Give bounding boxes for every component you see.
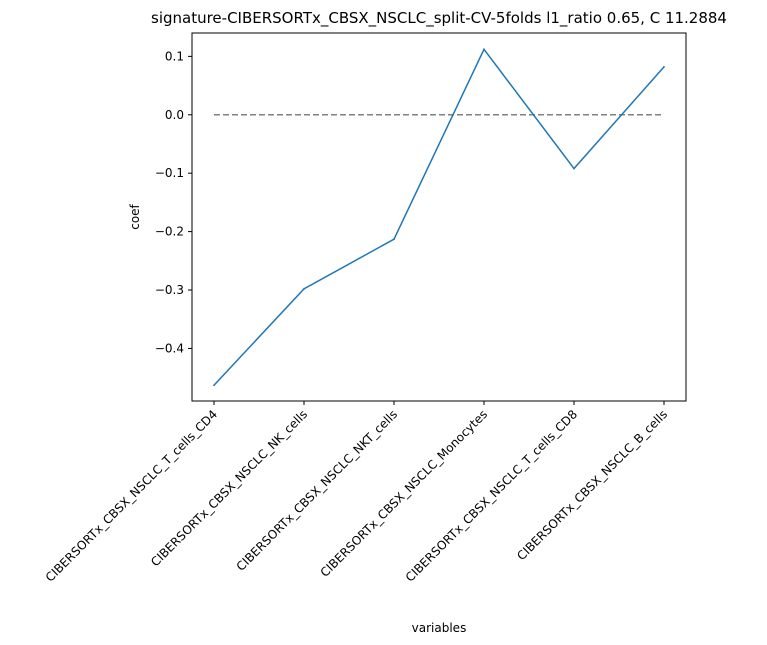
data-point bbox=[663, 65, 665, 68]
data-point bbox=[303, 287, 305, 290]
x-axis: CIBERSORTx_CBSX_NSCLC_T_cells_CD4CIBERSO… bbox=[43, 401, 670, 585]
x-axis-label: variables bbox=[412, 621, 467, 635]
axes-frame bbox=[191, 32, 687, 402]
data-point bbox=[213, 384, 215, 387]
y-tick-label: −0.2 bbox=[155, 225, 184, 239]
y-axis-label: coef bbox=[128, 203, 142, 229]
y-tick-label: −0.1 bbox=[155, 166, 184, 180]
y-tick-label: −0.4 bbox=[155, 341, 184, 355]
x-tick-label: CIBERSORTx_CBSX_NSCLC_T_cells_CD4 bbox=[43, 407, 220, 584]
y-tick-label: 0.1 bbox=[165, 49, 184, 63]
y-tick-label: −0.3 bbox=[155, 283, 184, 297]
x-tick-label: CIBERSORTx_CBSX_NSCLC_NK_cells bbox=[148, 407, 310, 569]
x-tick-label: CIBERSORTx_CBSX_NSCLC_NKT_cells bbox=[234, 407, 400, 573]
chart-title: signature-CIBERSORTx_CBSX_NSCLC_split-CV… bbox=[151, 9, 727, 28]
data-point bbox=[393, 238, 395, 241]
x-tick-label: CIBERSORTx_CBSX_NSCLC_Monocytes bbox=[318, 407, 491, 580]
data-point bbox=[573, 167, 575, 170]
y-axis: 0.1 0.0 −0.1 −0.2 −0.3 −0.4 bbox=[155, 49, 192, 355]
data-point bbox=[483, 48, 485, 51]
x-tick-label: CIBERSORTx_CBSX_NSCLC_B_cells bbox=[514, 407, 670, 563]
y-tick-label: 0.0 bbox=[165, 108, 184, 122]
plot-area bbox=[213, 47, 665, 387]
series-line bbox=[213, 47, 665, 386]
x-tick-label: CIBERSORTx_CBSX_NSCLC_T_cells_CD8 bbox=[403, 407, 580, 584]
